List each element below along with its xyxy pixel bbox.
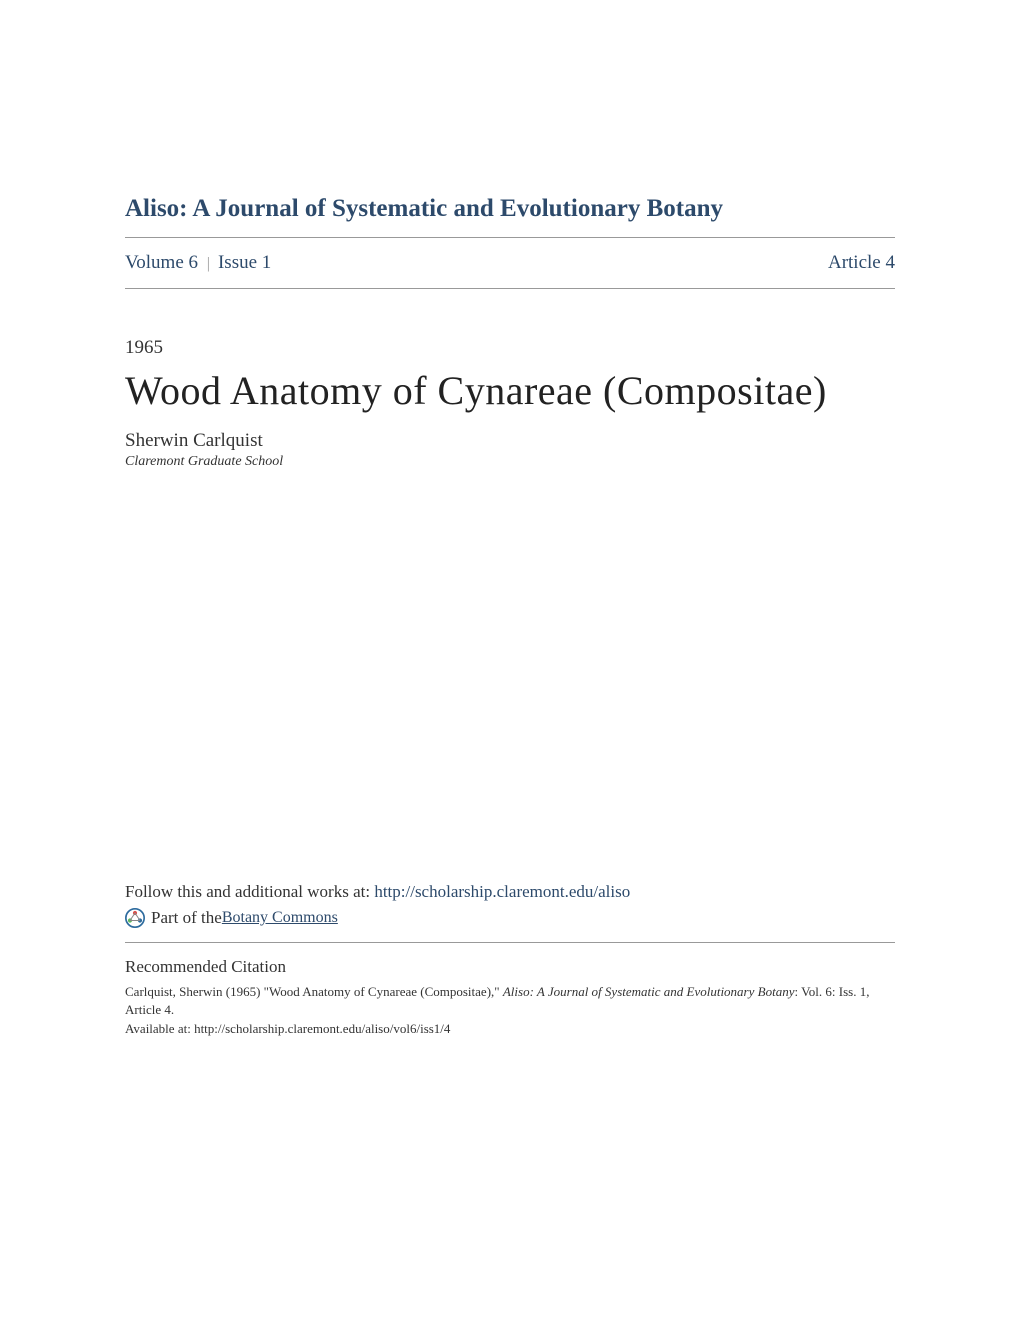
citation-text: Carlquist, Sherwin (1965) "Wood Anatomy … — [125, 983, 895, 1019]
citation-heading: Recommended Citation — [125, 957, 895, 977]
follow-section: Follow this and additional works at: htt… — [125, 882, 895, 902]
article-number-text: Article 4 — [828, 252, 895, 273]
publication-year: 1965 — [125, 337, 895, 359]
issue-row: Volume 6 | Issue 1 Article 4 — [125, 238, 895, 288]
article-title: Wood Anatomy of Cynareae (Compositae) — [125, 367, 895, 414]
journal-title: Aliso: A Journal of Systematic and Evolu… — [125, 195, 723, 222]
issue-separator: | — [207, 255, 210, 272]
citation-author-year: Carlquist, Sherwin (1965) "Wood Anatomy … — [125, 984, 503, 999]
author-name: Sherwin Carlquist — [125, 430, 895, 452]
citation-journal: Aliso: A Journal of Systematic and Evolu… — [503, 984, 795, 999]
volume-link[interactable]: Volume 6 — [125, 252, 203, 273]
follow-prefix: Follow this and additional works at: — [125, 882, 374, 901]
network-icon — [125, 908, 145, 928]
issue-text: Issue 1 — [218, 252, 271, 273]
divider-citation — [125, 942, 895, 943]
divider-bottom — [125, 288, 895, 289]
issue-link[interactable]: Issue 1 — [218, 252, 271, 273]
available-at: Available at: http://scholarship.claremo… — [125, 1021, 895, 1037]
part-of-row: Part of the Botany Commons — [125, 908, 895, 928]
volume-issue-container: Volume 6 | Issue 1 — [125, 252, 271, 274]
volume-text: Volume 6 — [125, 252, 198, 273]
part-of-prefix: Part of the — [151, 908, 222, 928]
available-prefix: Available at: — [125, 1021, 194, 1036]
follow-url-text: http://scholarship.claremont.edu/aliso — [374, 882, 630, 901]
author-affiliation: Claremont Graduate School — [125, 454, 895, 470]
available-url: http://scholarship.claremont.edu/aliso/v… — [194, 1021, 450, 1036]
commons-link-text: Botany Commons — [222, 909, 338, 926]
article-number-link[interactable]: Article 4 — [828, 252, 895, 274]
journal-title-link[interactable]: Aliso: A Journal of Systematic and Evolu… — [125, 195, 895, 223]
follow-url-link[interactable]: http://scholarship.claremont.edu/aliso — [374, 882, 630, 901]
commons-link[interactable]: Botany Commons — [222, 909, 338, 927]
